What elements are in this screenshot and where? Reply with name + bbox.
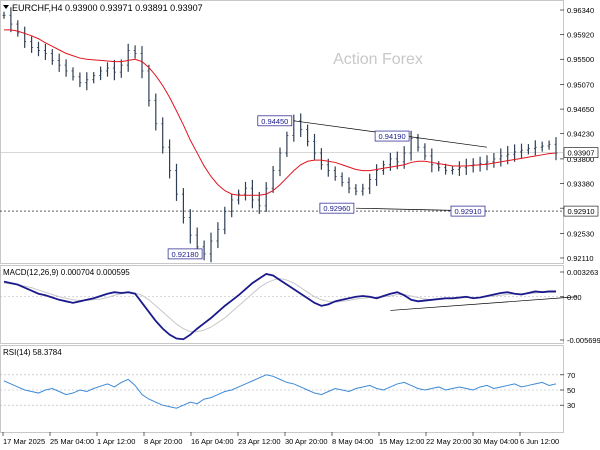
x-tick-label: 8 Apr 20:00 xyxy=(144,437,182,446)
time-x-axis: 17 Mar 2025 25 Mar 04:00 1 Apr 12:00 8 Apr … xyxy=(2,432,559,446)
x-tick-label: 17 Mar 2025 xyxy=(3,437,45,446)
support-price-tag xyxy=(563,205,599,217)
macd-title: MACD(12,26,9) 0.000704 0.000595 xyxy=(3,268,130,277)
price-tick-label: 0.95500 xyxy=(567,55,594,64)
price-tick-label: 0.93800 xyxy=(567,155,594,164)
price-label-box xyxy=(167,248,203,260)
rsi-line xyxy=(3,374,557,409)
x-tick-label: 6 Jun 12:00 xyxy=(520,437,559,446)
price-tick-label: 0.95920 xyxy=(567,31,594,40)
rsi-line xyxy=(3,374,557,409)
rsi-panel: RSI(14) 58.3784 70 50 30 xyxy=(0,345,575,433)
x-tick-label: 22 May 20:00 xyxy=(426,437,471,446)
macd-tick-label: 0.003263 xyxy=(567,268,598,277)
macd-tick-label: -0.005699 xyxy=(567,336,600,345)
rsi-tick-label: 30 xyxy=(567,401,575,410)
ma-line xyxy=(4,29,557,196)
symbol-line: EURCHF,H4 0.93900 0.93971 0.93891 0.9390… xyxy=(12,3,203,13)
price-label-box xyxy=(374,130,410,142)
price-tick-label: 0.94230 xyxy=(567,130,594,139)
x-tick-label: 15 May 12:00 xyxy=(379,437,424,446)
x-tick-label: 30 Apr 20:00 xyxy=(285,437,328,446)
price-tick-label: 0.94650 xyxy=(567,105,594,114)
price-label-text: 0.92180 xyxy=(172,250,199,259)
macd-y-axis: 0.003263 0.00 -0.005699 xyxy=(560,268,600,345)
macd-line xyxy=(3,273,556,341)
rsi-grid xyxy=(0,374,563,406)
price-tick-label: 0.93380 xyxy=(567,180,594,189)
macd-panel-frame xyxy=(0,265,564,344)
x-tick-label: 23 Apr 12:00 xyxy=(238,437,281,446)
price-labels: 0.94450 0.94190 0.92960 0.92910 0.92180 xyxy=(167,115,486,260)
price-label-box xyxy=(319,202,355,214)
x-tick-label: 16 Apr 04:00 xyxy=(191,437,234,446)
macd-panel: MACD(12,26,9) 0.000704 0.000595 0.003263… xyxy=(0,265,600,345)
watermark: Action Forex xyxy=(333,51,423,68)
current-price-text: 0.93907 xyxy=(567,149,594,158)
price-label-text: 0.92910 xyxy=(454,207,481,216)
current-price-tag xyxy=(563,147,599,158)
rsi-tick-label: 70 xyxy=(567,371,575,380)
price-label-text: 0.92960 xyxy=(323,204,350,213)
price-label-text: 0.94190 xyxy=(379,132,406,141)
moving-average xyxy=(4,29,557,196)
macd-lines xyxy=(3,273,577,341)
x-tick-label: 30 May 04:00 xyxy=(473,437,518,446)
price-y-axis: 0.96340 0.95920 0.95500 0.95070 0.94650 0.942… xyxy=(560,6,599,263)
price-panel-frame xyxy=(0,0,564,264)
rsi-y-axis: 70 50 30 xyxy=(560,371,575,410)
price-tick-label: 0.92530 xyxy=(567,229,594,238)
collapse-triangle-icon xyxy=(3,5,9,9)
price-label-text: 0.94450 xyxy=(261,117,288,126)
x-tick-label: 8 May 04:00 xyxy=(332,437,373,446)
x-tick-label: 1 Apr 12:00 xyxy=(97,437,135,446)
x-tick-label: 25 Mar 04:00 xyxy=(50,437,94,446)
price-label-box xyxy=(450,205,486,217)
macd-tick-label: 0.00 xyxy=(567,293,582,302)
macd-trendline xyxy=(390,296,577,311)
rsi-panel-frame xyxy=(0,345,564,433)
price-panel: EURCHF,H4 0.93900 0.93971 0.93891 0.9390… xyxy=(0,0,599,264)
rsi-title: RSI(14) 58.3784 xyxy=(3,348,62,357)
price-tick-label: 0.96340 xyxy=(567,6,594,15)
rsi-tick-label: 50 xyxy=(567,386,575,395)
price-tick-label: 0.92110 xyxy=(567,254,594,263)
support-price-text: 0.92910 xyxy=(567,207,594,216)
price-label-box xyxy=(257,115,293,127)
price-tick-label: 0.95070 xyxy=(567,80,594,89)
